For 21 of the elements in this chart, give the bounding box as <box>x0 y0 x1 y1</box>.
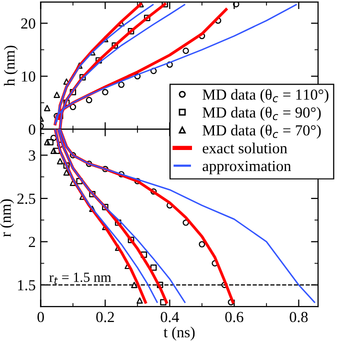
y-tick-label: 10 <box>22 71 36 82</box>
y-tick-label: 2.5 <box>17 194 36 204</box>
x-tick-label: 0 <box>37 312 44 322</box>
legend-label: MD data (θ$_{c}$ = 90°) <box>202 106 321 121</box>
x-tick-label: 0.4 <box>160 312 180 322</box>
y-axis-title: r (nm) <box>0 199 14 237</box>
legend-label: MD data (θ$_{c}$ = 70°) <box>202 124 321 139</box>
y-tick-label: 1.5 <box>18 280 36 290</box>
x-tick-label: 0.6 <box>225 312 244 322</box>
x-tick-label: 0.2 <box>96 312 114 322</box>
y-tick-label: 3 <box>28 150 36 161</box>
legend-label: MD data (θ$_{c}$ = 110°) <box>202 88 328 103</box>
y-axis-title: h (nm) <box>4 46 18 86</box>
x-axis-title: t (ns) <box>164 326 195 341</box>
y-tick-label: 2 <box>28 236 35 247</box>
y-tick-label: 20 <box>21 18 36 29</box>
legend-label: exact solution <box>202 142 288 154</box>
legend-label: approximation <box>202 160 292 174</box>
x-tick-label: 0.8 <box>290 312 308 322</box>
y-tick-label: 0 <box>28 124 36 135</box>
ref-line-label: r$_{t}$ = 1.5 nm <box>49 272 112 284</box>
